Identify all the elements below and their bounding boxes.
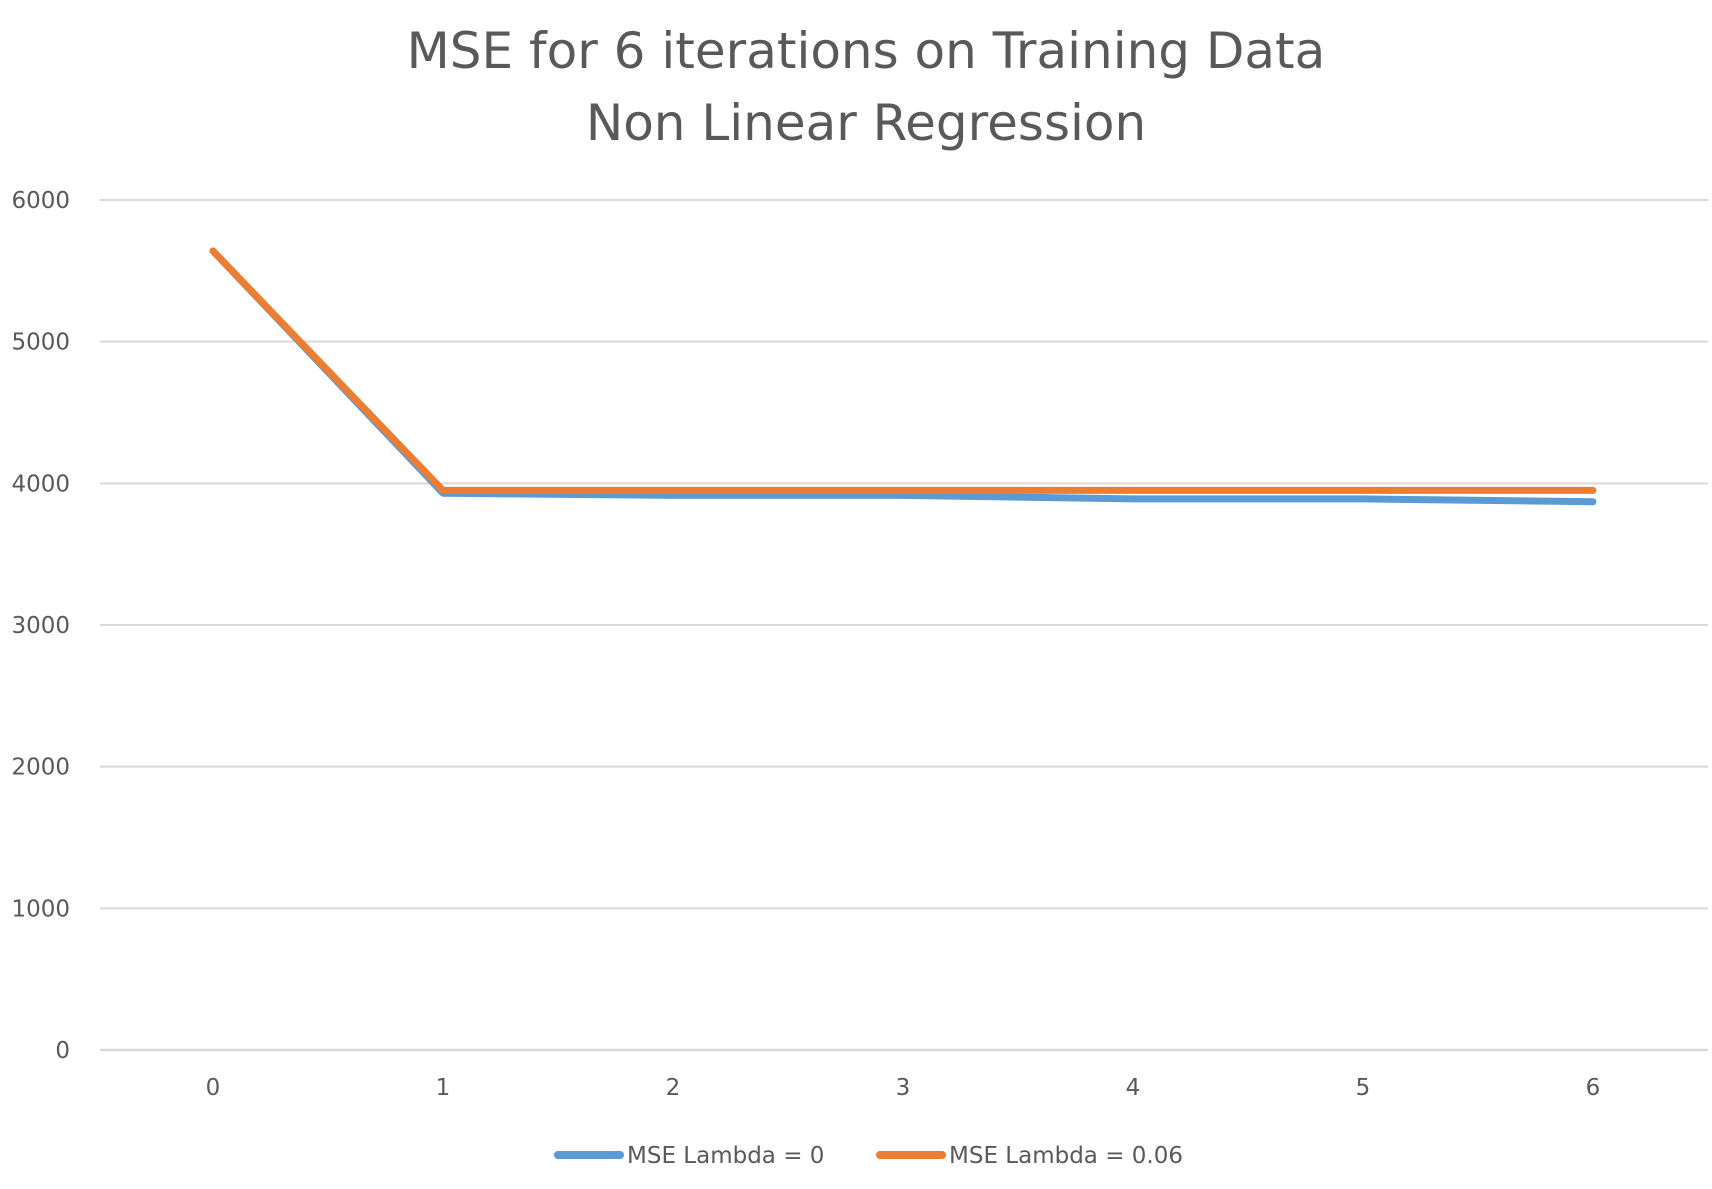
x-tick-label: 6 — [1586, 1075, 1601, 1101]
x-tick-label: 4 — [1126, 1075, 1141, 1101]
y-tick-label: 6000 — [11, 188, 70, 214]
y-tick-label: 2000 — [11, 755, 70, 781]
y-axis-tick-labels: 0 1000 2000 3000 4000 5000 6000 — [11, 188, 70, 1064]
chart-title-line-2: Non Linear Regression — [586, 94, 1146, 152]
y-tick-label: 5000 — [11, 330, 70, 356]
gridlines — [100, 199, 1708, 1052]
plot-series — [209, 247, 1597, 506]
chart-title-line-1: MSE for 6 iterations on Training Data — [407, 22, 1326, 80]
series-line-2 — [209, 247, 1597, 494]
y-tick-label: 4000 — [11, 471, 70, 497]
legend-label-series-2: MSE Lambda = 0.06 — [949, 1143, 1183, 1169]
x-axis-tick-labels: 0 1 2 3 4 5 6 — [206, 1075, 1601, 1101]
chart-legend: MSE Lambda = 0 MSE Lambda = 0.06 — [554, 1143, 1183, 1169]
x-tick-label: 3 — [896, 1075, 911, 1101]
legend-label-series-1: MSE Lambda = 0 — [627, 1143, 824, 1169]
y-tick-label: 3000 — [11, 613, 70, 639]
y-tick-label: 0 — [55, 1038, 70, 1064]
x-tick-label: 0 — [206, 1075, 221, 1101]
x-tick-label: 5 — [1356, 1075, 1371, 1101]
x-tick-label: 2 — [666, 1075, 681, 1101]
x-tick-label: 1 — [436, 1075, 451, 1101]
y-tick-label: 1000 — [11, 896, 70, 922]
